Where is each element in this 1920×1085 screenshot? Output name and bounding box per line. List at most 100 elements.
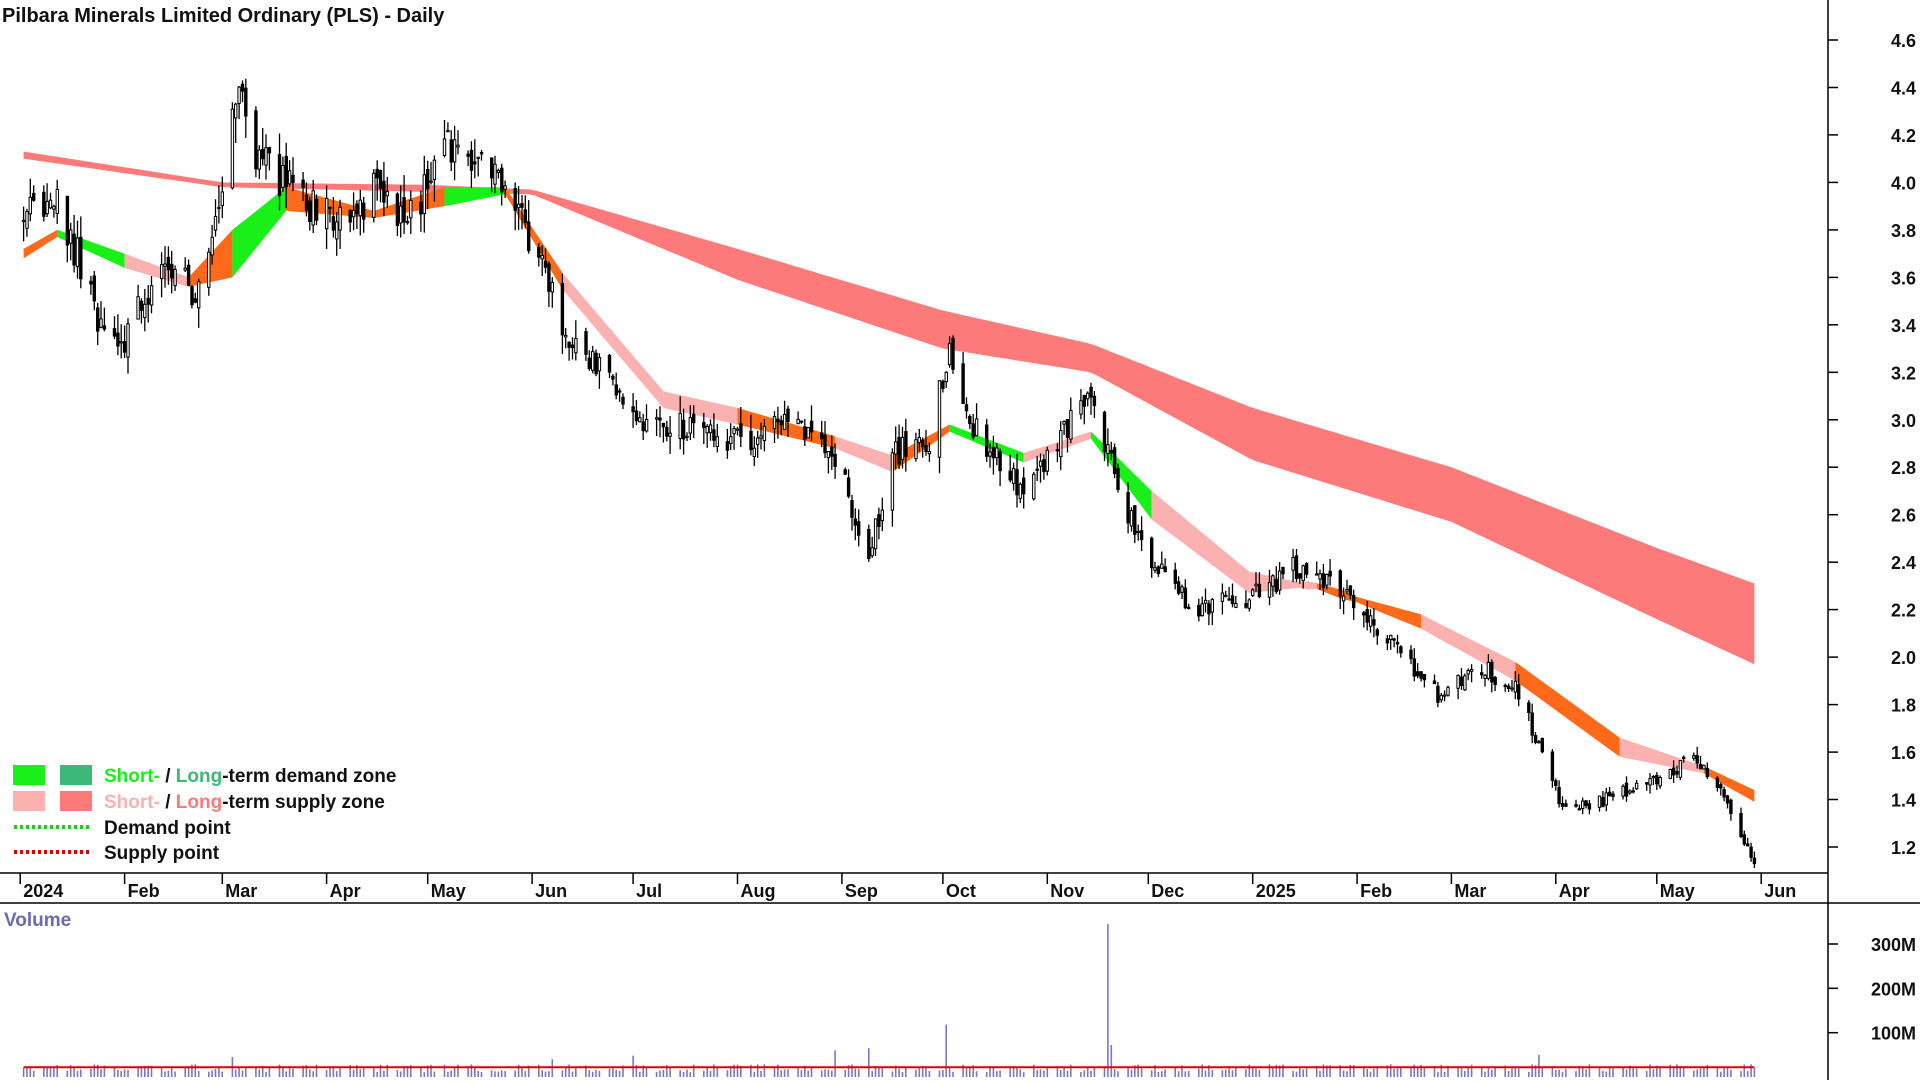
candle <box>146 285 150 323</box>
volume-bar <box>1305 1068 1308 1077</box>
volume-bar <box>1669 1064 1671 1077</box>
candle <box>220 176 225 219</box>
candle <box>1375 627 1379 645</box>
candle <box>72 214 76 273</box>
candle <box>1207 600 1211 626</box>
volume-bar <box>777 1064 779 1077</box>
candle <box>826 451 831 474</box>
candle <box>897 424 901 469</box>
candle <box>45 183 49 217</box>
candle <box>1611 791 1615 801</box>
volume-bar <box>1464 1071 1466 1077</box>
candle <box>338 199 342 249</box>
volume-bar <box>1184 1071 1187 1077</box>
candle <box>712 413 716 448</box>
volume-bar <box>1437 1071 1439 1077</box>
volume-bar <box>1743 1064 1746 1077</box>
volume-bar <box>29 1066 32 1077</box>
candle <box>1200 596 1204 617</box>
long-term-supply-swatch <box>60 791 92 811</box>
price-tick-label: 1.2 <box>1891 838 1916 858</box>
volume-bar <box>56 1065 58 1077</box>
volume-bar <box>238 1067 240 1077</box>
volume-bar <box>1555 1069 1557 1077</box>
candle <box>1008 454 1012 483</box>
price-tick-label: 2.2 <box>1891 601 1916 621</box>
candle <box>1503 683 1507 692</box>
candle <box>1032 471 1036 501</box>
price-tick-label: 3.2 <box>1891 363 1916 383</box>
candle <box>998 448 1002 487</box>
volume-bar <box>1342 1070 1345 1077</box>
candle <box>496 168 501 179</box>
volume-bar <box>1585 1069 1587 1077</box>
candle <box>1109 441 1113 461</box>
volume-bar <box>713 1064 715 1077</box>
short-term-zone-segment <box>1091 431 1152 520</box>
volume-bar <box>874 1065 877 1077</box>
candle <box>702 412 706 444</box>
volume-bar <box>642 1065 644 1077</box>
candle <box>284 142 289 209</box>
candle <box>449 130 454 172</box>
candle <box>1254 572 1258 593</box>
volume-bar <box>760 1071 762 1077</box>
candle <box>395 192 400 237</box>
candle <box>1695 746 1699 769</box>
candle <box>1069 397 1073 444</box>
candle <box>1466 668 1470 681</box>
volume-bar <box>1413 1064 1416 1077</box>
volume-bar <box>1113 1069 1116 1077</box>
candle <box>419 190 423 232</box>
candle <box>1469 664 1474 683</box>
candle <box>1574 799 1578 808</box>
volume-bar <box>1622 1067 1624 1077</box>
candle <box>1180 584 1184 599</box>
volume-bar <box>150 1065 153 1077</box>
volume-bar <box>1517 1068 1520 1077</box>
candle <box>974 403 979 437</box>
volume-bar <box>494 1071 496 1077</box>
candle <box>762 419 767 452</box>
volume-bar <box>716 1067 719 1077</box>
candle <box>261 128 265 166</box>
candle <box>1244 590 1248 609</box>
candle <box>1581 797 1585 815</box>
volume-bar <box>433 1071 436 1077</box>
candle <box>1530 703 1534 744</box>
candle <box>880 497 884 532</box>
volume-bar <box>470 1064 473 1077</box>
candle <box>756 430 760 458</box>
candle <box>964 397 969 419</box>
candle <box>681 408 686 455</box>
candle <box>503 180 507 198</box>
volume-bar <box>285 1071 287 1077</box>
volume-bar <box>96 1064 99 1077</box>
volume-bar <box>618 1071 621 1077</box>
candle <box>513 182 517 231</box>
candle <box>658 406 662 438</box>
candle <box>921 437 925 458</box>
volume-bar <box>780 1070 782 1077</box>
candle <box>1483 674 1487 687</box>
volume-bar <box>90 1068 92 1077</box>
candle <box>597 353 602 389</box>
candle <box>69 222 73 261</box>
volume-bar <box>1080 1072 1082 1077</box>
candle <box>1456 674 1460 700</box>
volume-bar <box>538 1064 540 1077</box>
volume-bar <box>925 1066 927 1077</box>
volume-bar <box>952 1071 954 1077</box>
candle <box>1015 453 1019 508</box>
volume-bar <box>1612 1068 1614 1077</box>
volume-bar <box>1575 1071 1577 1077</box>
volume-bar <box>1187 1071 1190 1077</box>
volume-bar <box>66 1071 69 1077</box>
date-tick-label: Feb <box>128 881 160 901</box>
candle <box>873 518 878 557</box>
volume-bar <box>1181 1065 1183 1077</box>
volume-bar <box>1366 1069 1368 1077</box>
volume-bar <box>261 1065 264 1077</box>
date-tick-label: May <box>1660 881 1695 901</box>
volume-bar <box>1295 1071 1298 1077</box>
